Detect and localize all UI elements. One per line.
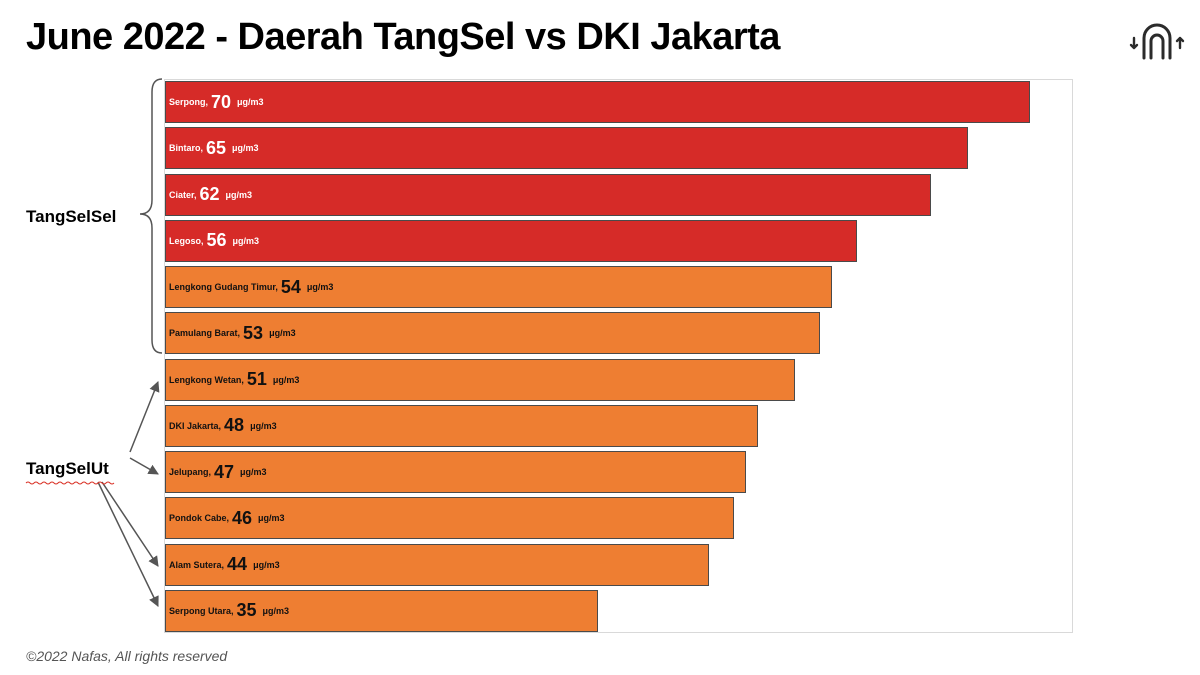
arrow-to-jelupang [129, 457, 159, 475]
plot-area [164, 79, 1073, 633]
arrow-to-lengkong-wetan [129, 381, 160, 453]
group-label-south: TangSelSel [26, 207, 117, 226]
copyright-footer: ©2022 Nafas, All rights reserved [26, 648, 228, 664]
group-label-north: TangSelUt [26, 459, 109, 478]
nafas-logo-icon [1129, 23, 1185, 60]
chart-title: June 2022 - Daerah TangSel vs DKI Jakart… [26, 16, 780, 58]
arrow-to-alam-sutera [101, 481, 159, 567]
south-group-brace [139, 78, 163, 354]
spellcheck-underline [25, 481, 115, 485]
arrow-to-serpong-utara [97, 481, 159, 607]
